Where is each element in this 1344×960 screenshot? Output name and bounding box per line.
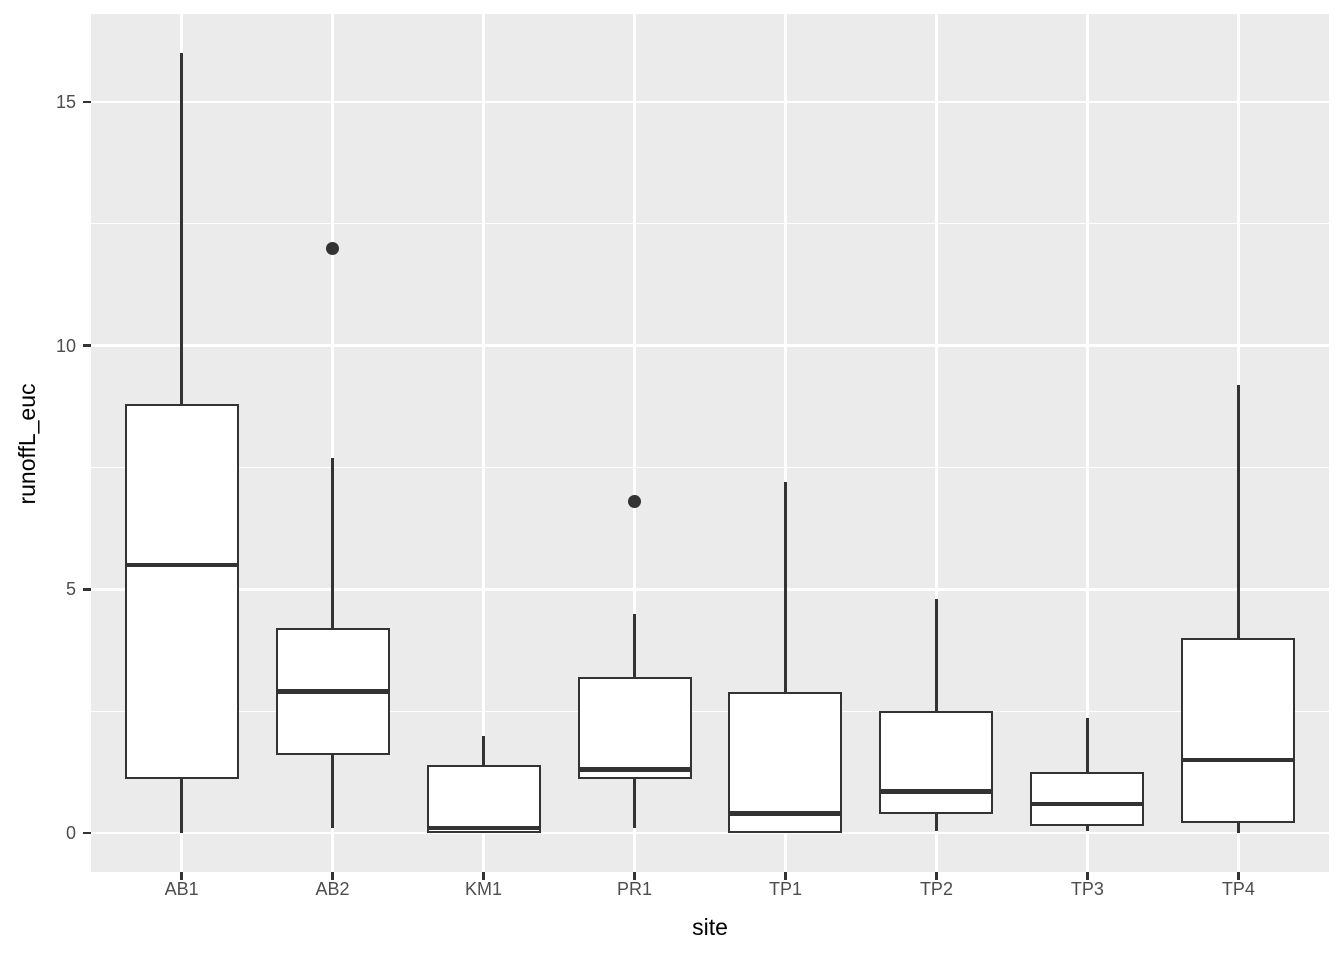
upper-whisker — [482, 735, 485, 765]
y-axis-title: runoffL_euc — [14, 383, 40, 505]
median-line — [1030, 801, 1145, 806]
iqr-box — [1181, 638, 1296, 824]
y-minor-gridline — [91, 710, 1329, 712]
x-axis-tick — [784, 872, 787, 880]
x-tick-label: PR1 — [616, 879, 652, 899]
median-line — [275, 689, 390, 694]
median-line — [728, 811, 843, 816]
x-major-gridline — [482, 14, 485, 872]
median-line — [879, 789, 994, 794]
outlier-point — [326, 241, 340, 255]
x-axis-tick — [935, 872, 938, 880]
outlier-point — [628, 495, 641, 508]
y-axis-tick — [83, 831, 91, 835]
lower-whisker — [180, 779, 183, 833]
x-axis-title: site — [692, 914, 728, 940]
upper-whisker — [180, 53, 183, 404]
y-axis-tick — [83, 100, 91, 103]
lower-whisker — [1237, 823, 1240, 833]
iqr-box — [1030, 772, 1145, 826]
x-axis-tick — [633, 872, 636, 880]
x-tick-label: TP2 — [919, 879, 953, 899]
y-major-gridline — [91, 588, 1329, 591]
x-tick-label: TP1 — [768, 879, 802, 899]
y-minor-gridline — [91, 466, 1329, 468]
lower-whisker — [1086, 825, 1089, 831]
x-tick-label: AB2 — [315, 879, 350, 899]
median-line — [124, 562, 239, 568]
y-axis-tick — [83, 344, 91, 347]
upper-whisker — [784, 482, 787, 692]
y-minor-gridline — [91, 223, 1329, 225]
y-major-gridline — [91, 100, 1329, 103]
upper-whisker — [331, 457, 334, 629]
x-axis-tick — [1237, 872, 1240, 880]
x-axis-tick — [482, 872, 485, 880]
x-tick-label: TP4 — [1221, 879, 1255, 899]
upper-whisker — [1237, 384, 1240, 638]
y-axis-tick — [83, 588, 91, 591]
upper-whisker — [1086, 718, 1089, 773]
y-tick-label: 15 — [55, 91, 76, 112]
x-major-gridline — [935, 14, 938, 872]
x-axis-tick — [180, 872, 183, 880]
x-major-gridline — [1086, 14, 1089, 872]
lower-whisker — [633, 779, 636, 829]
iqr-box — [728, 691, 843, 833]
x-major-gridline — [633, 14, 636, 872]
upper-whisker — [633, 613, 636, 677]
x-tick-label: TP3 — [1070, 879, 1104, 899]
x-major-gridline — [784, 14, 787, 872]
median-line — [426, 825, 541, 831]
y-major-gridline — [91, 831, 1329, 835]
iqr-box — [426, 764, 541, 833]
median-line — [1181, 757, 1296, 763]
x-axis-tick — [331, 872, 334, 880]
x-major-gridline — [331, 14, 334, 872]
iqr-box — [577, 677, 692, 780]
x-tick-label: AB1 — [164, 879, 199, 899]
lower-whisker — [935, 813, 938, 831]
y-major-gridline — [91, 344, 1329, 347]
lower-whisker — [331, 755, 334, 829]
plot-panel — [91, 14, 1329, 872]
iqr-box — [879, 711, 994, 814]
median-line — [577, 767, 692, 772]
y-tick-label: 0 — [65, 823, 76, 843]
y-tick-label: 5 — [65, 579, 76, 600]
iqr-box — [124, 404, 239, 780]
upper-whisker — [935, 599, 938, 712]
x-tick-label: KM1 — [465, 879, 503, 899]
x-axis-tick — [1086, 872, 1089, 880]
